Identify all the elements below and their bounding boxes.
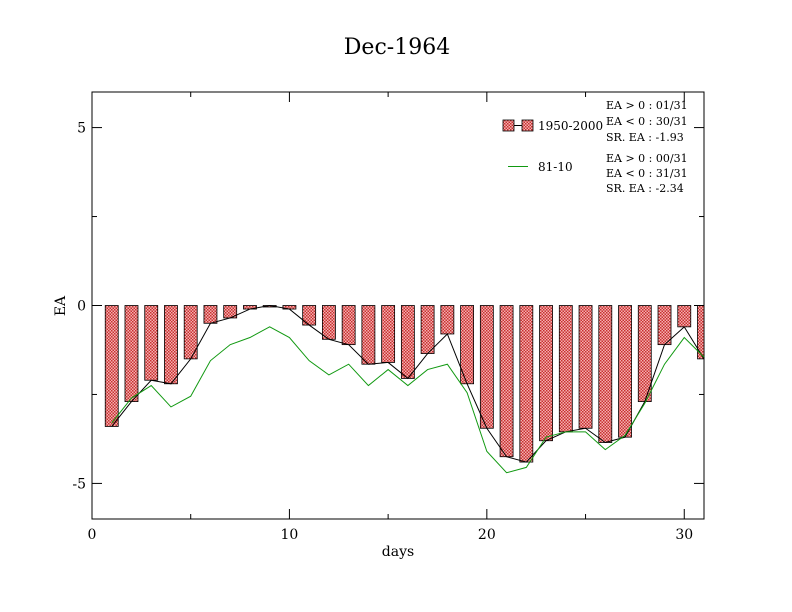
bar-day-14 — [361, 305, 376, 365]
stat-1950-2000-pos: EA > 0 : 01/31 — [606, 99, 688, 112]
stat-1950-2000-sr: SR. EA : -1.93 — [606, 131, 684, 144]
y-tick-label--5: -5 — [72, 476, 86, 492]
x-tick-label-10: 10 — [281, 527, 299, 543]
bar-day-24 — [558, 305, 573, 433]
bar-day-6 — [203, 305, 218, 324]
legend: 1950-2000 81-10 EA > 0 : 01/31 EA < 0 : … — [502, 99, 688, 195]
ticks-layer: 0 10 20 30 -5 0 5 — [72, 92, 704, 543]
x-tick-label-20: 20 — [478, 527, 496, 543]
bar-day-25 — [578, 305, 593, 429]
bar-day-1 — [104, 305, 119, 427]
bar-day-2 — [124, 305, 139, 402]
bar-day-16 — [400, 305, 415, 379]
bar-day-31 — [697, 305, 705, 360]
x-axis-label: days — [382, 544, 414, 560]
bar-day-20 — [479, 305, 494, 429]
bar-day-17 — [420, 305, 435, 354]
y-tick-label-0: 0 — [77, 299, 86, 315]
series-line-1950-2000 — [111, 304, 705, 463]
bars-layer — [104, 305, 705, 463]
lines-layer — [111, 304, 705, 474]
y-axis-label: EA — [53, 295, 69, 316]
x-tick-label-0: 0 — [88, 527, 97, 543]
bar-day-29 — [657, 305, 672, 346]
bar-day-27 — [618, 305, 632, 438]
bar-day-18 — [440, 305, 455, 335]
series-line-81-10 — [111, 326, 705, 474]
legend-label-1950-2000: 1950-2000 — [538, 119, 603, 133]
stat-81-10-neg: EA < 0 : 31/31 — [606, 167, 688, 180]
stat-81-10-pos: EA > 0 : 00/31 — [606, 152, 688, 165]
bar-day-22 — [519, 305, 534, 463]
bar-day-4 — [164, 305, 178, 385]
bar-day-30 — [677, 305, 692, 328]
stat-1950-2000-neg: EA < 0 : 30/31 — [606, 115, 688, 128]
bar-day-3 — [144, 305, 159, 381]
bar-day-21 — [499, 305, 514, 458]
chart-title: Dec-1964 — [344, 35, 450, 60]
bar-day-26 — [598, 305, 613, 443]
legend-label-81-10: 81-10 — [538, 160, 573, 174]
bar-day-23 — [539, 305, 553, 442]
bar-day-12 — [321, 305, 336, 340]
legend-swatch-bar-right — [521, 119, 534, 132]
legend-swatch-bar-left — [502, 119, 515, 132]
bar-day-13 — [341, 305, 356, 346]
x-tick-label-30: 30 — [675, 527, 693, 543]
bar-day-11 — [302, 305, 317, 326]
stat-81-10-sr: SR. EA : -2.34 — [606, 182, 684, 195]
y-tick-label-5: 5 — [77, 121, 86, 137]
bar-day-15 — [381, 305, 396, 363]
